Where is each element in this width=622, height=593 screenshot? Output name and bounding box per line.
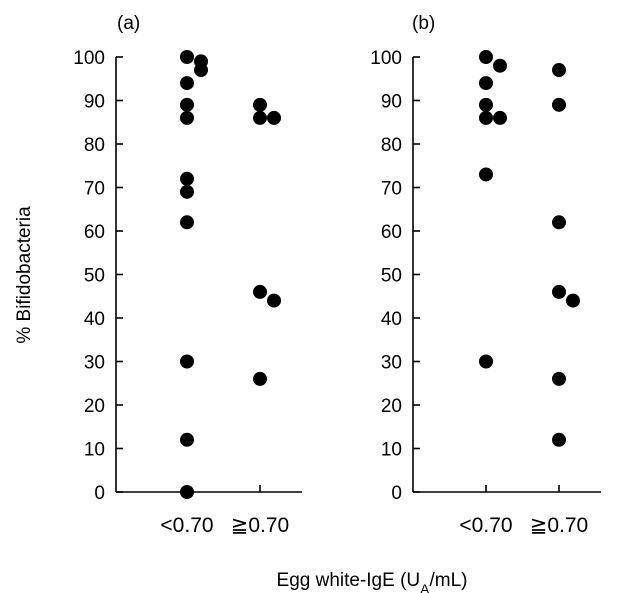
data-point (552, 97, 566, 112)
data-point (253, 110, 267, 125)
y-tick-label: 20 (381, 396, 402, 417)
data-point (253, 371, 267, 386)
y-tick-label: 60 (84, 222, 105, 243)
data-point (180, 432, 194, 447)
panel-a: (a) 0 10 20 30 40 50 60 70 80 90 100 <0.70 ≧0.70 (73, 13, 302, 537)
data-point (180, 110, 194, 125)
data-point (180, 50, 194, 64)
y-tick-label: 90 (381, 92, 402, 113)
data-point (180, 76, 194, 91)
data-point (493, 110, 507, 125)
data-point (253, 97, 267, 112)
data-point (479, 76, 493, 91)
y-tick-label: 20 (84, 396, 105, 417)
panel-label: (a) (117, 13, 140, 34)
y-tick-label: 10 (84, 440, 105, 461)
x-category-label: ≧0.70 (530, 514, 588, 537)
y-tick-label: 100 (370, 48, 402, 69)
y-tick-label: 40 (381, 309, 402, 330)
y-tick-label: 40 (84, 309, 105, 330)
data-point (479, 50, 493, 64)
panel-b: (b) 0 10 20 30 40 50 60 70 80 90 100 <0.70 ≧0.70 (370, 13, 601, 537)
data-point (552, 63, 566, 78)
data-point (180, 215, 194, 230)
y-tick-label: 70 (381, 179, 402, 200)
y-tick-label: 30 (84, 353, 105, 374)
y-tick-label: 80 (84, 135, 105, 156)
x-axis-title-subscript: A (420, 581, 430, 593)
y-tick-label: 0 (94, 483, 105, 504)
x-axis-title: Egg white-IgE (UA/mL) (277, 570, 468, 593)
data-point (267, 293, 281, 308)
data-point (180, 485, 194, 499)
data-point (566, 293, 580, 308)
data-point (552, 215, 566, 230)
y-axis-title: % Bifidobacteria (14, 206, 35, 344)
panel-label: (b) (412, 13, 435, 34)
data-point (253, 284, 267, 299)
data-point (479, 110, 493, 125)
y-tick-label: 60 (381, 222, 402, 243)
data-point (180, 354, 194, 369)
y-tick-label: 50 (381, 266, 402, 287)
y-tick-label: 90 (84, 92, 105, 113)
y-tick-label: 50 (84, 266, 105, 287)
y-tick-label: 10 (381, 440, 402, 461)
x-category-label: ≧0.70 (231, 514, 289, 537)
data-point (180, 171, 194, 186)
y-tick-label: 80 (381, 135, 402, 156)
y-tick-label: 70 (84, 179, 105, 200)
data-point (479, 97, 493, 112)
data-point (552, 432, 566, 447)
y-tick-label: 30 (381, 353, 402, 374)
data-point (180, 184, 194, 199)
y-tick-label: 0 (391, 483, 402, 504)
data-point (479, 167, 493, 182)
data-point (493, 58, 507, 73)
data-point (552, 371, 566, 386)
data-point (267, 110, 281, 125)
data-point (552, 284, 566, 299)
data-point (194, 63, 208, 78)
data-point (180, 97, 194, 112)
x-axis-title-suffix: /mL) (429, 570, 467, 591)
x-axis-title-prefix: Egg white-IgE (U (277, 570, 421, 591)
data-point (479, 354, 493, 369)
y-tick-label: 100 (73, 48, 105, 69)
x-category-label: <0.70 (459, 514, 512, 537)
x-category-label: <0.70 (160, 514, 213, 537)
